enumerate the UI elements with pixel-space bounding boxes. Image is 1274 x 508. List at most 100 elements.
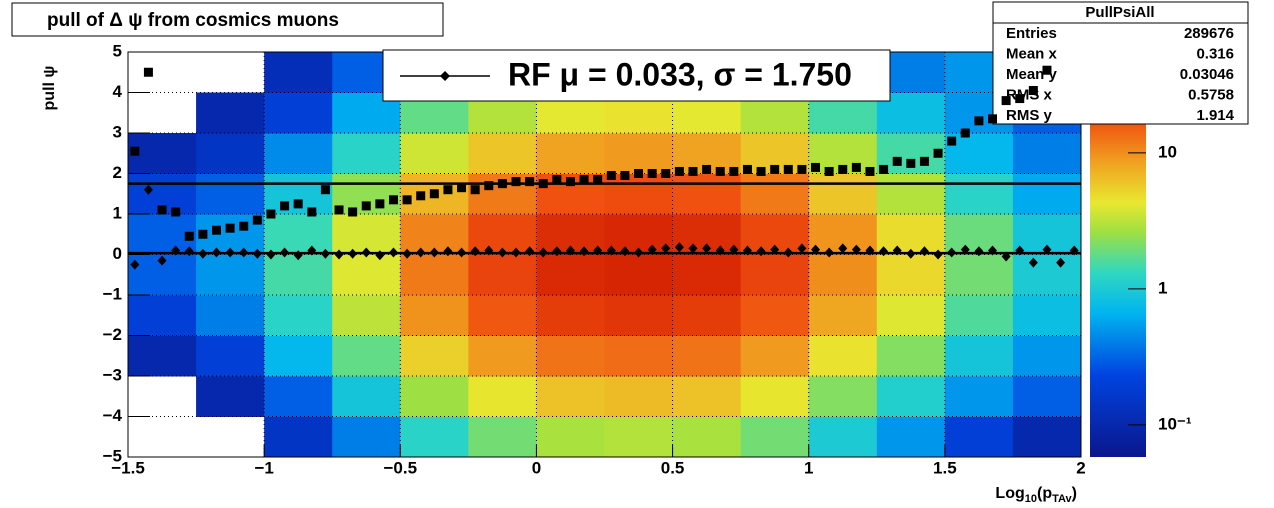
rms-point	[457, 183, 467, 193]
heat-cell	[1012, 254, 1081, 296]
rms-point	[552, 175, 562, 185]
heat-cell	[876, 214, 946, 255]
heat-cell	[468, 416, 537, 457]
z-tick-label: 10	[1158, 142, 1177, 161]
mean-point	[797, 243, 807, 254]
mean-point	[661, 243, 671, 254]
mean-point	[838, 243, 848, 254]
rms-point	[171, 207, 181, 217]
heat-cell	[264, 416, 333, 457]
mean-point	[470, 246, 480, 257]
mean-point	[783, 247, 793, 258]
mean-point	[171, 245, 181, 256]
heat-cell	[876, 295, 946, 336]
mean-point	[1001, 251, 1011, 262]
rms-point	[838, 164, 848, 174]
mean-point	[647, 244, 657, 255]
x-label-part: (p	[1037, 485, 1052, 502]
points	[130, 65, 1079, 270]
stats-frame	[992, 1, 1249, 125]
mean-point	[851, 244, 861, 255]
y-tick-label: 0	[113, 244, 122, 263]
mean-point	[729, 244, 739, 255]
mean-point	[702, 243, 712, 254]
rms-point	[130, 146, 140, 156]
mean-point	[157, 255, 167, 266]
heat-cell	[536, 254, 605, 296]
heat-cell	[672, 376, 742, 417]
rms-point	[157, 205, 167, 215]
heat-cell	[536, 295, 605, 336]
x-tick-label: −0.5	[384, 458, 418, 477]
heat-cell	[196, 92, 265, 134]
mean-point	[1015, 245, 1025, 256]
mean-point	[688, 243, 698, 254]
mean-point	[879, 246, 889, 257]
y-tick-label: 5	[113, 41, 122, 60]
rms-point	[484, 181, 494, 191]
heat-cell	[1012, 335, 1081, 377]
heat-cell	[264, 92, 333, 134]
y-tick-label: −5	[103, 446, 122, 465]
rms-point	[429, 189, 439, 199]
rms-point	[239, 221, 249, 231]
heat-cell	[468, 376, 537, 417]
heat-cell	[604, 416, 674, 457]
heat-cell	[128, 335, 197, 377]
rms-point	[715, 166, 725, 176]
heat-cell	[740, 416, 810, 457]
rms-point	[742, 164, 752, 174]
mean-point	[919, 246, 929, 257]
rms-point	[674, 166, 684, 176]
rms-point	[606, 171, 616, 181]
rms-point	[538, 179, 548, 189]
rms-point	[892, 156, 902, 166]
mean-point	[674, 242, 684, 253]
heat-cell	[876, 254, 946, 296]
heat-cell	[536, 133, 605, 174]
heat-cell	[876, 376, 946, 417]
mean-point	[770, 244, 780, 255]
rms-point	[198, 229, 208, 239]
heat-cell	[944, 254, 1014, 296]
heat-cell	[808, 173, 878, 215]
y-tick-label: 4	[113, 82, 123, 101]
mean-point	[307, 245, 317, 256]
heat-cell	[1012, 376, 1081, 417]
heat-cell	[468, 295, 537, 336]
heat-cell	[740, 254, 810, 296]
rms-point	[620, 171, 630, 181]
heat-cell	[604, 335, 674, 377]
heat-cell	[196, 335, 265, 377]
heat-cell	[400, 376, 469, 417]
rms-point	[824, 166, 834, 176]
rms-point	[280, 201, 290, 211]
heat-cell	[332, 254, 401, 296]
mean-point	[402, 248, 412, 259]
mean-point	[1042, 244, 1052, 255]
z-tick-label: 1	[1158, 278, 1167, 297]
heat-cell	[400, 295, 469, 336]
rms-point	[770, 164, 780, 174]
y-axis-label: pull ψ	[41, 66, 58, 111]
mean-point	[1056, 257, 1066, 268]
stats-value: 0.5758	[1188, 86, 1234, 103]
heat-cell	[196, 376, 265, 417]
mean-point	[974, 246, 984, 257]
rms-point	[811, 162, 821, 172]
y-tick-label: 2	[113, 163, 122, 182]
heat-cell	[876, 173, 946, 215]
heat-cell	[672, 335, 742, 377]
heat-cell	[332, 133, 401, 174]
heat-cell	[808, 295, 878, 336]
heat-cell	[332, 416, 401, 457]
mean-point	[361, 247, 371, 258]
rms-point	[1015, 94, 1025, 104]
mean-point	[293, 250, 303, 261]
rms-point	[756, 166, 766, 176]
heat-cell	[332, 295, 401, 336]
heat-cell	[604, 376, 674, 417]
heat-cell	[808, 416, 878, 457]
heat-cell	[264, 335, 333, 377]
mean-point	[416, 247, 426, 258]
